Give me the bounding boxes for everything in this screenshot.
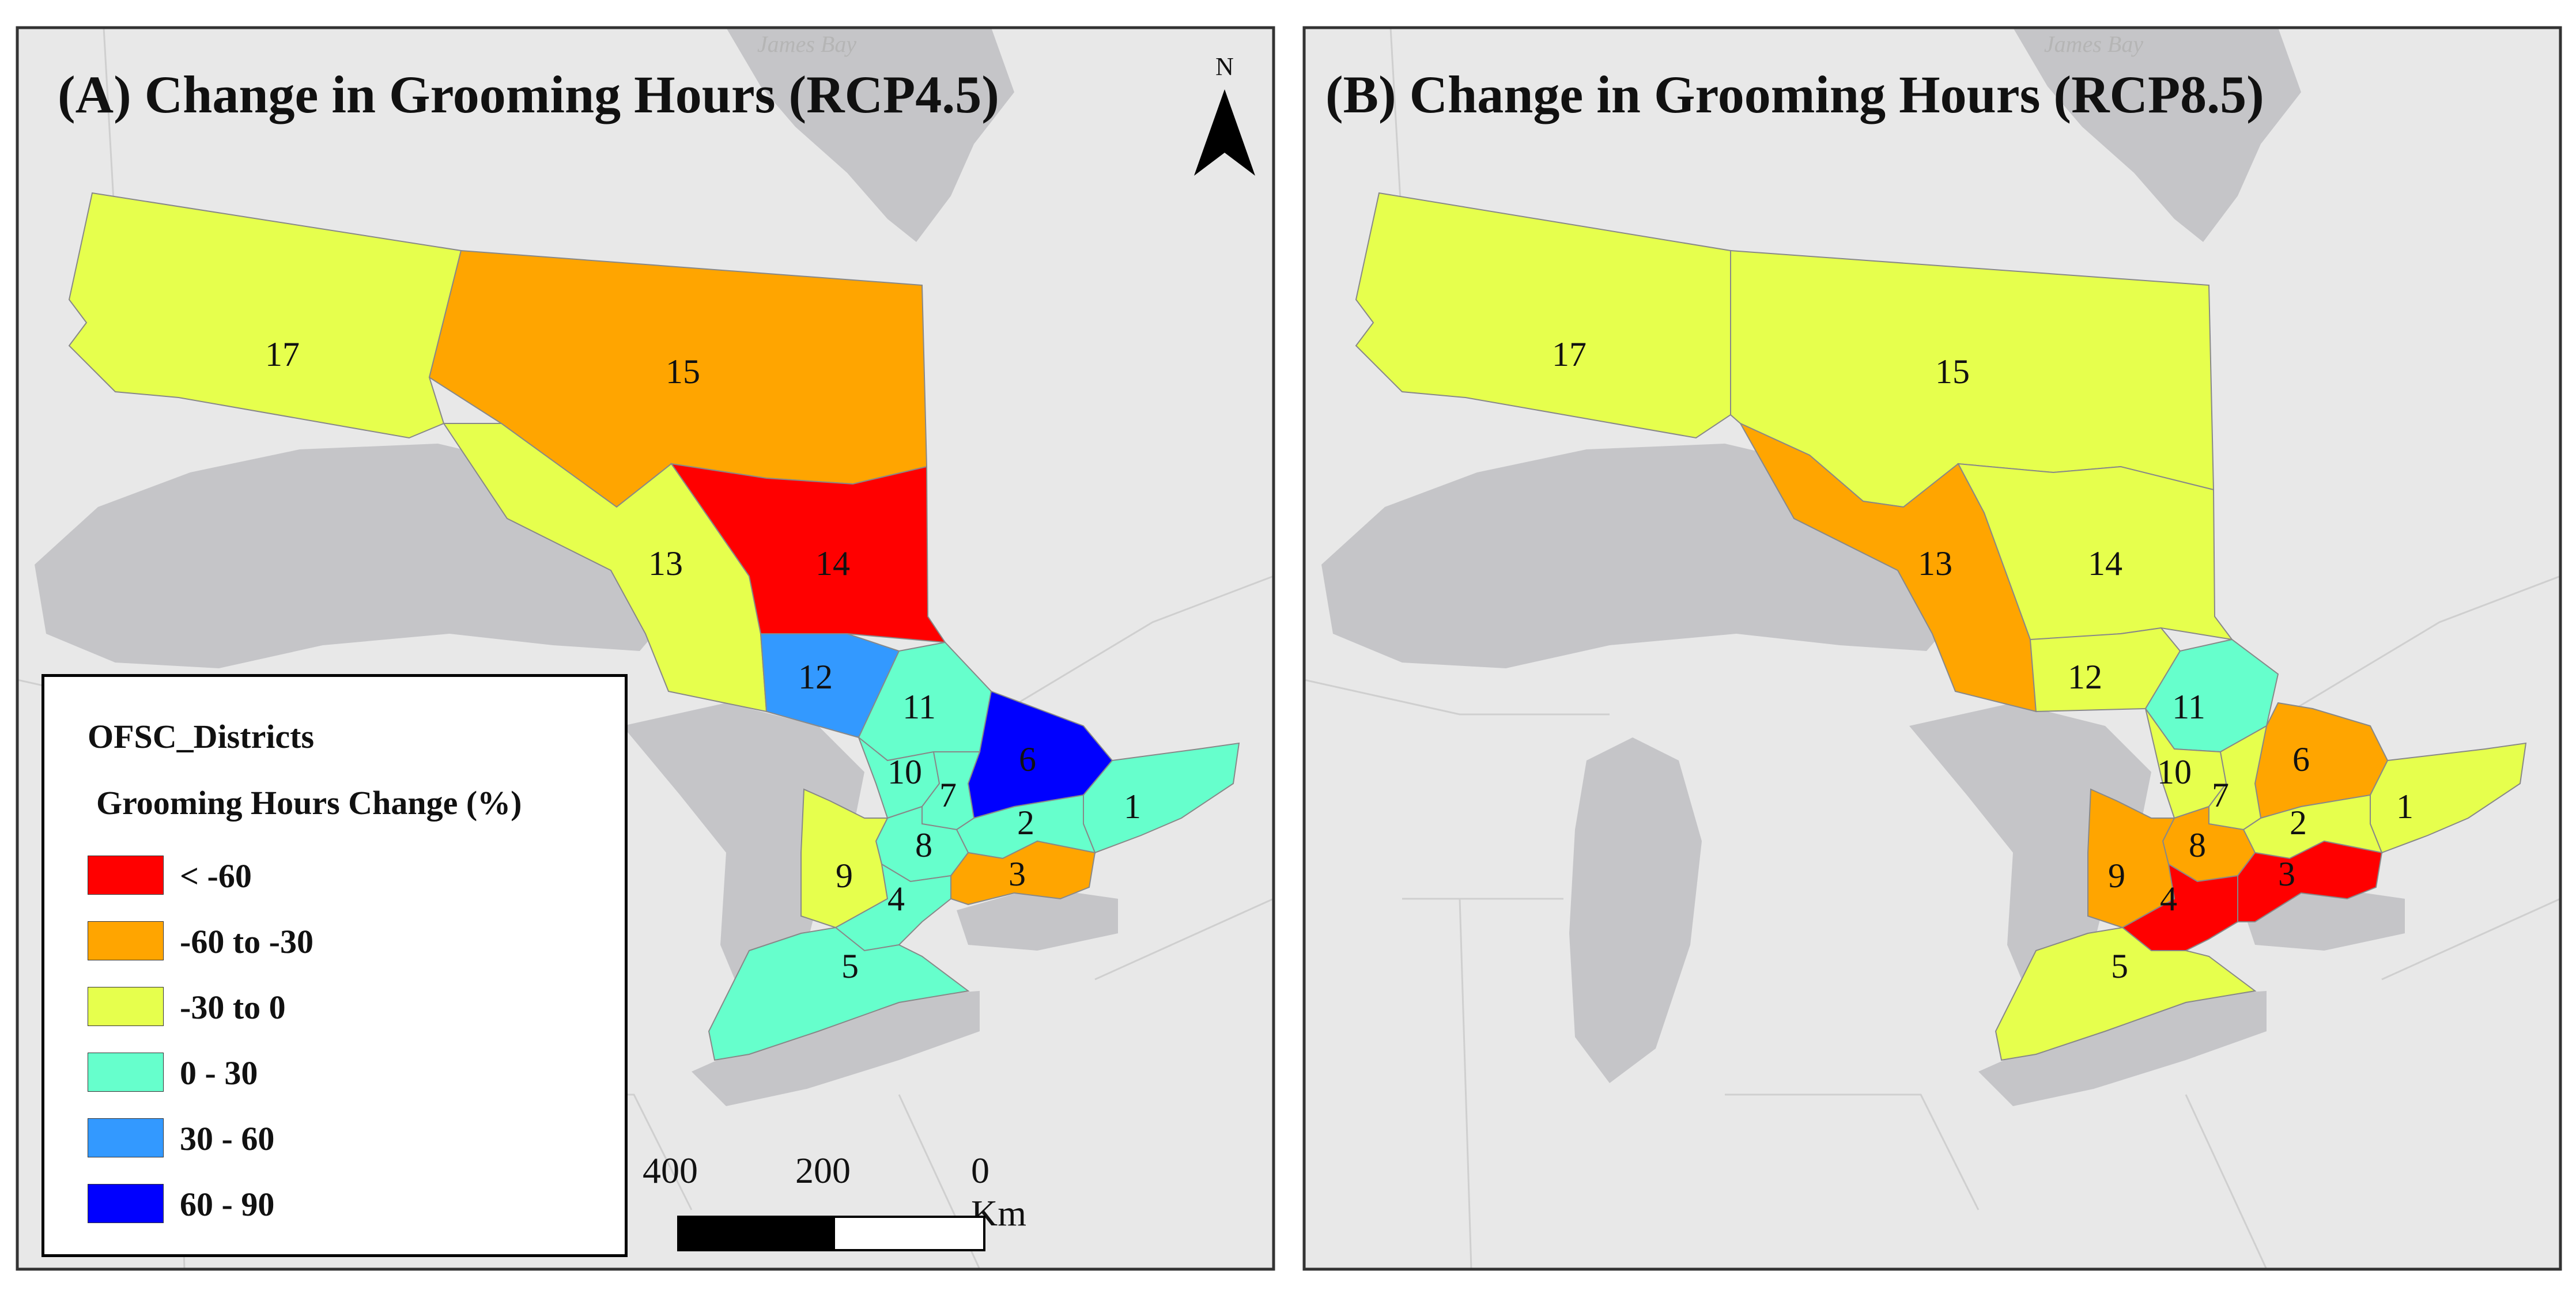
district-label-5: 5 (841, 947, 859, 985)
district-label-6: 6 (2292, 740, 2310, 778)
legend-label: < -60 (180, 857, 252, 895)
district-label-10: 10 (2157, 753, 2192, 791)
district-label-13: 13 (1918, 544, 1952, 582)
panel-title: (B) Change in Grooming Hours (RCP8.5) (1325, 65, 2264, 124)
district-label-4: 4 (887, 880, 905, 918)
district-label-6: 6 (1019, 740, 1036, 778)
legend-label: -60 to -30 (180, 923, 313, 960)
district-label-17: 17 (1552, 335, 1587, 373)
legend-label: -30 to 0 (180, 989, 286, 1026)
lake-ontario-water (957, 887, 1118, 951)
legend: OFSC_Districts Grooming Hours Change (%)… (41, 674, 628, 1257)
district-3 (950, 840, 1096, 906)
district-5 (1995, 926, 2257, 1061)
district-label-3: 3 (1009, 855, 1026, 893)
district-label-9: 9 (2108, 857, 2125, 895)
district-4 (834, 863, 951, 952)
legend-swatch (88, 856, 164, 895)
district-label-8: 8 (915, 826, 932, 864)
legend-title: OFSC_Districts (88, 718, 315, 755)
legend-swatch (88, 1053, 164, 1092)
svg-text:N: N (1215, 52, 1234, 81)
district-label-1: 1 (2396, 788, 2413, 826)
district-label-12: 12 (798, 658, 833, 696)
lake-erie-water (1978, 991, 2267, 1106)
district-label-11: 11 (2172, 688, 2205, 726)
map-panel-b: 17 15 13 14 12 11 6 10 7 1 2 8 3 9 4 5 J… (1302, 26, 2562, 1271)
district-label-8: 8 (2189, 826, 2206, 864)
lake-erie-water (692, 991, 980, 1106)
water-label-james-bay: James Bay (757, 31, 856, 57)
scale-label-400: 400 (643, 1150, 698, 1191)
district-label-7: 7 (939, 776, 957, 814)
district-3 (2237, 840, 2383, 922)
panel-title: (A) Change in Grooming Hours (RCP4.5) (58, 65, 999, 124)
district-label-3: 3 (2278, 855, 2295, 893)
district-label-12: 12 (2068, 658, 2102, 696)
map-frame (16, 26, 1275, 1271)
scale-label-200: 200 (795, 1150, 851, 1191)
district-label-4: 4 (2160, 880, 2177, 918)
district-label-2: 2 (1017, 804, 1034, 842)
district-label-11: 11 (902, 688, 936, 726)
district-4 (2121, 863, 2238, 951)
legend-label: 0 - 30 (180, 1054, 258, 1092)
district-label-5: 5 (2111, 947, 2128, 985)
district-label-2: 2 (2290, 804, 2307, 842)
district-label-9: 9 (836, 857, 853, 895)
legend-swatch (88, 987, 164, 1026)
james-bay-water (726, 28, 1014, 242)
district-label-1: 1 (1124, 788, 1141, 826)
water-label-james-bay: James Bay (2044, 31, 2143, 57)
legend-label: 60 - 90 (180, 1186, 275, 1223)
north-arrow-icon: N (1194, 52, 1255, 176)
legend-swatch (88, 921, 164, 960)
james-bay-water (2013, 28, 2301, 242)
legend-subtitle: Grooming Hours Change (%) (96, 784, 522, 822)
scale-bar: 400 200 0 Km (631, 1149, 1026, 1265)
district-label-15: 15 (1935, 353, 1970, 391)
district-label-14: 14 (815, 544, 850, 582)
district-label-13: 13 (648, 544, 683, 582)
district-label-7: 7 (2212, 776, 2229, 814)
legend-label: 30 - 60 (180, 1120, 275, 1157)
district-label-14: 14 (2088, 544, 2122, 582)
legend-swatch (88, 1184, 164, 1223)
lake-michigan-water (1569, 737, 1702, 1083)
district-14 (670, 463, 946, 644)
district-label-15: 15 (666, 353, 700, 391)
map-frame (1302, 26, 2562, 1271)
district-5 (708, 926, 970, 1061)
district-label-10: 10 (887, 753, 922, 791)
scale-bar-dark (677, 1216, 833, 1251)
district-label-17: 17 (265, 335, 300, 373)
legend-swatch (88, 1118, 164, 1157)
scale-bar-light (833, 1216, 985, 1251)
